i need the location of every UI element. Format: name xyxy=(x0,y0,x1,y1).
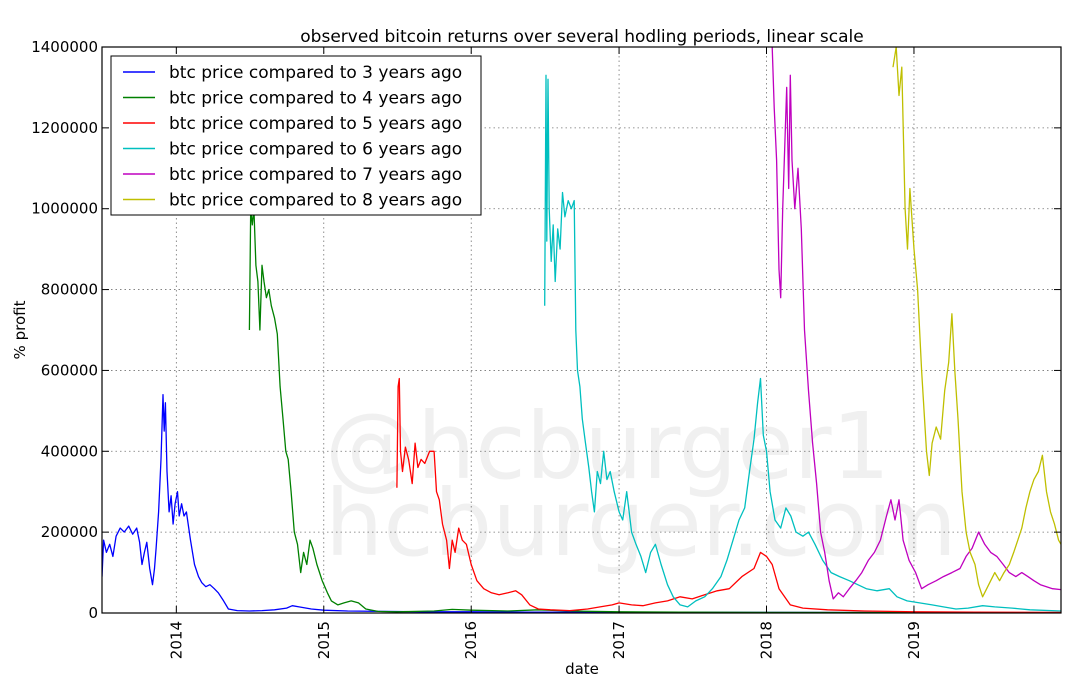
x-tick-label: 2014 xyxy=(167,621,185,659)
x-axis: 2014 2015 2016 2017 2018 2019 xyxy=(167,47,923,659)
legend-label: btc price compared to 7 years ago xyxy=(169,165,462,185)
series-layer xyxy=(102,47,1061,613)
legend-box xyxy=(110,55,482,216)
series-line-5 xyxy=(771,47,1061,600)
legend-label: btc price compared to 3 years ago xyxy=(169,63,462,83)
x-tick-label: 2018 xyxy=(758,621,776,659)
y-tick-label: 1200000 xyxy=(31,119,98,137)
y-tick-label: 600000 xyxy=(41,361,98,379)
series-line-4 xyxy=(544,74,1061,612)
y-tick-label: 0 xyxy=(88,604,98,622)
watermark-text: hcburger.com xyxy=(325,470,957,577)
legend: btc price compared to 3 years ago btc pri… xyxy=(110,55,482,216)
plot-frame xyxy=(101,46,1062,614)
series-line-6 xyxy=(892,47,1061,598)
series-line-1 xyxy=(102,394,1061,613)
watermark-text: @hcburger1 xyxy=(325,393,890,500)
x-axis-label: date xyxy=(565,660,599,678)
x-tick-label: 2016 xyxy=(462,621,480,659)
y-axis-label: % profit xyxy=(11,300,29,359)
y-axis: 0 200000 400000 600000 800000 1000000 1200000 1… xyxy=(31,38,1061,622)
y-tick-label: 200000 xyxy=(41,523,98,541)
legend-label: btc price compared to 5 years ago xyxy=(169,114,462,134)
y-tick-label: 1400000 xyxy=(31,38,98,56)
legend-label: btc price compared to 8 years ago xyxy=(169,191,462,211)
x-tick-label: 2015 xyxy=(315,621,333,659)
series-line-2 xyxy=(248,208,1061,613)
y-tick-label: 400000 xyxy=(41,442,98,460)
x-tick-label: 2017 xyxy=(610,621,628,659)
legend-label: btc price compared to 4 years ago xyxy=(169,89,462,109)
legend-label: btc price compared to 6 years ago xyxy=(169,140,462,160)
y-tick-label: 1000000 xyxy=(31,200,98,218)
y-tick-label: 800000 xyxy=(41,281,98,299)
x-tick-label: 2019 xyxy=(905,621,923,659)
chart-title: observed bitcoin returns over several ho… xyxy=(300,27,863,47)
series-line-3 xyxy=(396,377,1061,613)
